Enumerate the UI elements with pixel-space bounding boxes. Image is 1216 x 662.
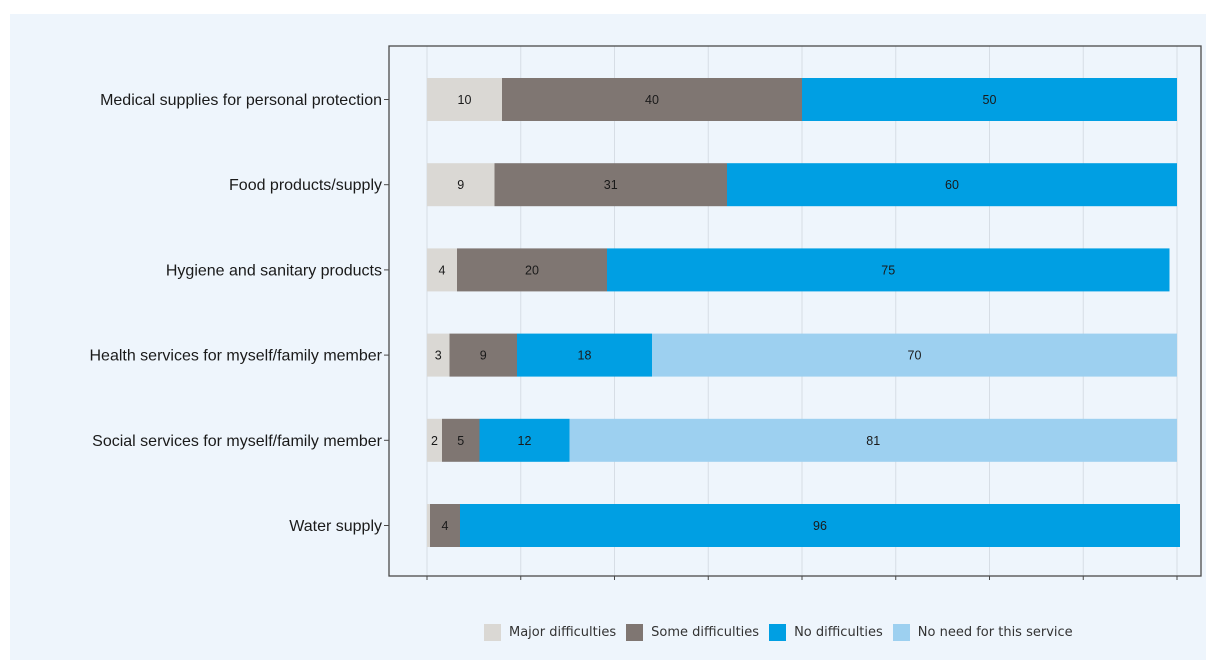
data-label: 31 [604, 178, 618, 192]
category-label: Water supply [289, 518, 382, 535]
bar-some-difficulties [430, 504, 460, 547]
legend-item-no-difficulties: No difficulties [769, 623, 883, 641]
stacked-bar-chart: 10 40 50 9 31 60 4 20 75 3 9 18 70 2 5 12 81 4 96 Medical s… [89, 45, 1202, 580]
bar-some-difficulties [502, 78, 802, 121]
legend-swatch [769, 623, 787, 641]
bar-no-need-for-this-service [569, 418, 1177, 462]
bar-major-difficulties [427, 248, 457, 292]
plot-frame [388, 45, 1202, 577]
legend-label: No need for this service [917, 624, 1073, 640]
data-label: 3 [435, 349, 442, 363]
bar-major-difficulties [427, 78, 502, 121]
data-label: 18 [578, 349, 592, 363]
bar-no-difficulties [607, 248, 1170, 292]
bar-no-difficulties [802, 78, 1177, 121]
legend-swatch [892, 623, 910, 641]
legend-label: Major difficulties [509, 624, 617, 640]
legend-label: Some difficulties [651, 624, 760, 640]
data-label: 4 [439, 263, 446, 277]
legend-item-some-difficulties: Some difficulties [626, 623, 760, 641]
category-label: Food products/supply [229, 177, 382, 194]
legend-swatch [484, 623, 501, 641]
bar-major-difficulties [427, 163, 495, 207]
data-label: 12 [518, 434, 532, 448]
bar-no-difficulties [727, 163, 1177, 207]
category-label: Social services for myself/family member [92, 433, 383, 450]
bar-major-difficulties [427, 418, 442, 462]
legend-item-no-need-for-this-service: No need for this service [892, 623, 1073, 641]
data-label: 96 [813, 519, 827, 533]
data-label: 50 [983, 93, 997, 107]
data-label: 60 [945, 178, 959, 192]
legend-label: No difficulties [794, 624, 883, 640]
data-label: 40 [645, 93, 659, 107]
plot-area [389, 46, 1201, 576]
data-label: 9 [457, 178, 464, 192]
data-label: 20 [525, 263, 539, 277]
bar-some-difficulties [442, 418, 480, 462]
data-label: 5 [457, 434, 464, 448]
legend: Major difficulties Some difficulties No di… [484, 622, 1083, 642]
bar-some-difficulties [494, 163, 727, 207]
data-label: 2 [431, 434, 438, 448]
bar-some-difficulties [457, 248, 607, 292]
category-label: Medical supplies for personal protection [100, 92, 382, 109]
category-label: Health services for myself/family member [89, 348, 382, 365]
bar-major-difficulties [427, 333, 450, 377]
chart-panel: 10 40 50 9 31 60 4 20 75 3 9 18 70 2 5 12 81 4 96 Medical s… [10, 14, 1206, 660]
bar-major-difficulties [427, 504, 430, 547]
legend-swatch [626, 623, 644, 641]
bar-no-need-for-this-service [652, 333, 1177, 377]
bar-some-difficulties [449, 333, 517, 377]
data-label: 9 [480, 349, 487, 363]
bar-no-difficulties [479, 418, 570, 462]
bar-no-difficulties [460, 504, 1180, 547]
data-label: 75 [881, 263, 895, 277]
data-label: 81 [866, 434, 880, 448]
data-label: 70 [908, 349, 922, 363]
data-label: 4 [442, 519, 449, 533]
category-label: Hygiene and sanitary products [166, 262, 382, 279]
data-label: 10 [458, 93, 472, 107]
bar-no-difficulties [517, 333, 652, 377]
legend-item-major-difficulties: Major difficulties [484, 623, 617, 641]
